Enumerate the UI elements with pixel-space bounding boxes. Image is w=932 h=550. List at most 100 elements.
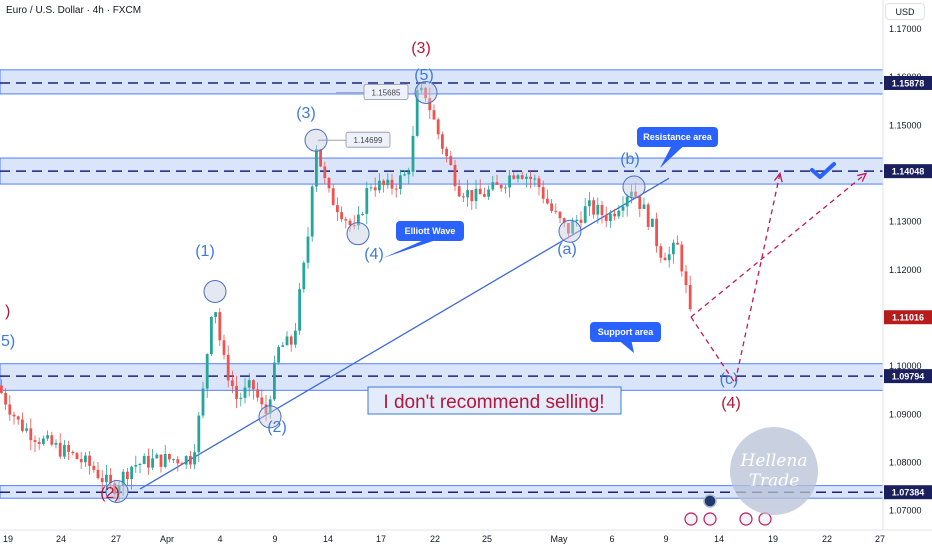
candle-body xyxy=(46,435,49,439)
time-tick-label: Apr xyxy=(160,534,174,544)
candle-body xyxy=(651,218,654,227)
candle-body xyxy=(525,176,528,179)
wave-label: (1) xyxy=(195,243,215,260)
time-tick-label: 24 xyxy=(56,534,66,544)
note-box xyxy=(367,386,622,415)
candle-body xyxy=(331,188,335,206)
time-tick-label: 14 xyxy=(714,534,724,544)
candle-body xyxy=(613,213,616,217)
candle-body xyxy=(252,380,255,390)
price-level-badge xyxy=(884,369,932,384)
candle-body xyxy=(189,456,192,465)
candle-body xyxy=(58,442,62,457)
candle-body xyxy=(0,385,3,393)
candle-body xyxy=(399,175,402,189)
candle-body xyxy=(121,471,125,486)
candle-body xyxy=(462,196,465,198)
candle-body xyxy=(403,174,406,176)
time-tick-label: 19 xyxy=(768,534,778,544)
candle-body xyxy=(37,441,41,444)
candle-body xyxy=(357,214,360,226)
candle-body xyxy=(449,156,453,165)
candle-body xyxy=(180,463,184,465)
candle-body xyxy=(453,164,457,187)
swing-marker xyxy=(203,280,227,303)
wave-label: ) xyxy=(5,303,10,320)
candle-body xyxy=(29,428,33,441)
candle-body xyxy=(264,404,268,414)
economic-event-icon[interactable] xyxy=(684,512,698,526)
candle-body xyxy=(289,336,293,345)
candle-body xyxy=(541,187,545,199)
candle-body xyxy=(222,340,226,355)
candle-body xyxy=(638,196,642,209)
time-tick-label: 6 xyxy=(609,534,614,544)
price-tick-label: 1.17000 xyxy=(889,24,922,34)
annotation-text: Support area xyxy=(598,327,655,337)
candle-body xyxy=(340,212,343,220)
candle-body xyxy=(667,254,671,261)
candle-body xyxy=(113,483,117,494)
candle-body xyxy=(197,415,201,453)
zone-rect xyxy=(0,69,884,95)
candle-body xyxy=(134,464,138,467)
candle-body xyxy=(100,478,104,483)
candle-body xyxy=(441,134,444,149)
price-tick-label: 1.12000 xyxy=(889,265,922,275)
candle-body xyxy=(277,346,280,363)
candle-body xyxy=(226,354,230,381)
price-level-value: 1.14048 xyxy=(892,167,925,177)
candle-body xyxy=(231,380,234,387)
candle-body xyxy=(84,455,87,463)
watermark-line2: Trade xyxy=(748,471,800,491)
candle-body xyxy=(130,466,133,480)
forecast-path xyxy=(690,173,781,385)
candle-body xyxy=(407,171,411,175)
candle-body xyxy=(205,354,209,389)
candle-body xyxy=(646,204,650,227)
swing-marker xyxy=(346,222,370,246)
candle-body xyxy=(688,285,692,310)
event-icon[interactable] xyxy=(703,494,717,508)
candle-body xyxy=(319,149,322,167)
time-tick-label: 9 xyxy=(663,534,668,544)
wave-label: (b) xyxy=(620,151,640,168)
candle-body xyxy=(16,416,20,420)
forecast-path xyxy=(690,172,867,318)
candle-body xyxy=(562,218,566,224)
candle-body xyxy=(323,166,327,179)
candle-body xyxy=(478,188,482,195)
candle-body xyxy=(516,175,520,179)
time-tick-label: 19 xyxy=(3,534,13,544)
candle-body xyxy=(327,178,331,189)
candle-body xyxy=(684,271,688,286)
candle-body xyxy=(617,210,621,217)
candle-body xyxy=(579,219,583,223)
economic-event-icon[interactable] xyxy=(739,512,753,526)
forecast-arrowhead xyxy=(857,172,868,182)
economic-event-icon[interactable] xyxy=(703,512,717,526)
candle-body xyxy=(67,445,70,452)
currency-selector[interactable]: USD xyxy=(885,3,925,20)
candle-body xyxy=(4,392,7,405)
candle-body xyxy=(676,242,679,245)
candle-body xyxy=(210,316,213,355)
annotation-badge xyxy=(590,322,661,342)
candle-body xyxy=(176,459,180,464)
candle-body xyxy=(621,206,625,211)
swing-marker xyxy=(105,479,129,503)
annotation-badge xyxy=(396,221,464,241)
wave-label: (3) xyxy=(296,105,316,122)
candle-body xyxy=(533,178,537,180)
candle-body xyxy=(378,180,381,191)
candle-body xyxy=(155,454,159,459)
candle-body xyxy=(592,200,595,215)
candle-body xyxy=(310,186,314,237)
candle-body xyxy=(184,456,188,465)
candle-body xyxy=(445,148,448,157)
price-level-value: 1.15878 xyxy=(892,78,925,88)
price-level-badge xyxy=(884,485,932,500)
candle-body xyxy=(537,178,541,188)
candle-body xyxy=(369,187,373,189)
